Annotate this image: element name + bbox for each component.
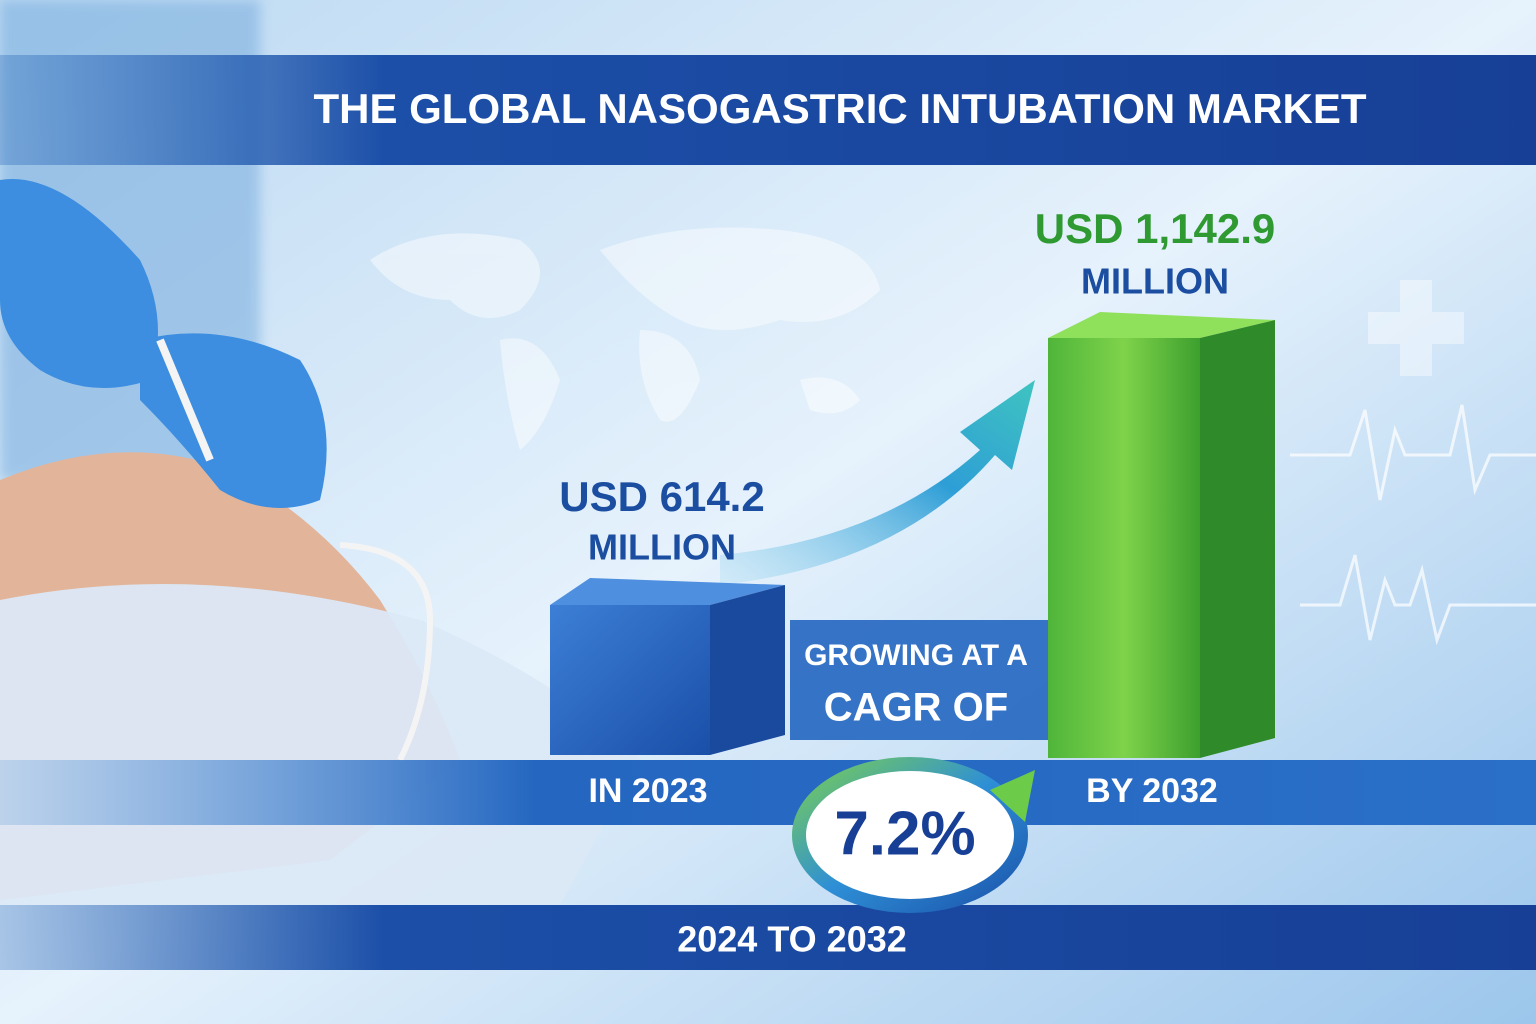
period: 2024 TO 2032 — [677, 919, 907, 960]
bar-2032 — [1048, 312, 1275, 758]
medical-cross — [1368, 280, 1464, 376]
cagr-arrowhead — [990, 770, 1035, 822]
cagr-badge — [806, 771, 1014, 899]
bar-2023 — [550, 578, 785, 755]
period-band — [0, 905, 1536, 970]
start-unit: MILLION — [588, 527, 736, 568]
heartbeat — [1300, 554, 1536, 646]
cagr-label: CAGR OF — [824, 686, 1008, 730]
cagr-value: 7.2% — [834, 799, 975, 868]
cagr-panel — [790, 620, 1050, 740]
label-band — [0, 760, 1536, 825]
title-band — [0, 55, 1536, 165]
start-amount: USD 614.2 — [559, 473, 764, 520]
end-year: BY 2032 — [1086, 772, 1218, 810]
start-year: IN 2023 — [588, 772, 707, 810]
cagr-lead: GROWING AT A — [804, 639, 1028, 672]
end-unit: MILLION — [1081, 261, 1229, 302]
title: THE GLOBAL NASOGASTRIC INTUBATION MARKET — [313, 85, 1366, 132]
world-map — [370, 227, 880, 450]
heartbeat — [1290, 404, 1536, 501]
end-amount: USD 1,142.9 — [1035, 205, 1275, 252]
growth-arrow — [720, 380, 1035, 585]
